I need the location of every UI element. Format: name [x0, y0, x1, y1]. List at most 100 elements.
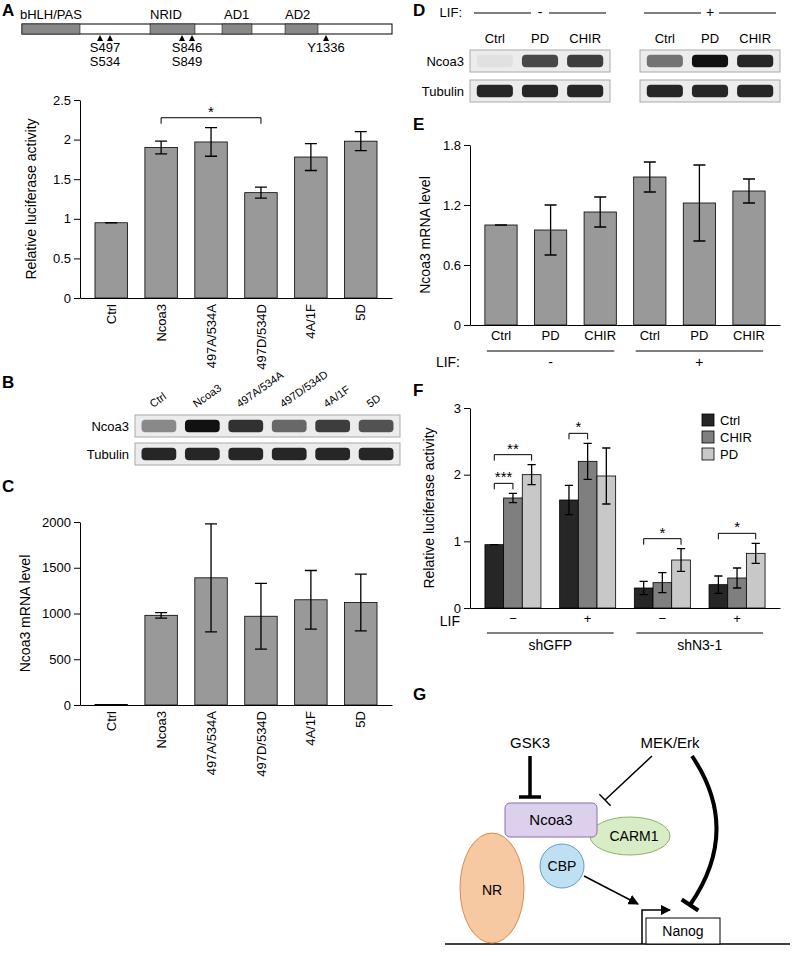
error-bar — [594, 197, 606, 227]
group-line — [636, 633, 763, 634]
band — [477, 55, 513, 67]
bar — [195, 142, 227, 298]
group-line — [636, 351, 763, 352]
group-title: LIF: — [436, 354, 460, 370]
y-tick-mark — [74, 298, 80, 299]
domain-label: bHLH/PAS — [20, 7, 82, 22]
legend-label: CHIR — [720, 430, 752, 445]
legend-label: PD — [720, 447, 738, 462]
x-tick-label: − — [659, 611, 667, 626]
dna-line — [445, 943, 790, 945]
blot-strip — [135, 443, 400, 465]
y-tick-mark — [74, 522, 80, 523]
error-bar — [565, 485, 573, 514]
y-tick: 2.5 — [53, 93, 80, 108]
lane-label: Ctrl — [485, 31, 505, 46]
y-axis-line — [80, 101, 81, 299]
error-bar — [752, 543, 760, 563]
x-tick: − — [659, 608, 667, 626]
lane-label: 497A/534A — [234, 368, 286, 409]
node-shape — [646, 918, 720, 944]
row-label: Ncoa3 — [91, 419, 129, 434]
x-tick-label: 4A/1F — [303, 711, 318, 746]
bar — [145, 148, 177, 298]
x-axis: CtrlPDCHIRCtrlPDCHIR — [471, 325, 781, 343]
panel-label: C — [2, 477, 14, 496]
significance-label: ** — [507, 440, 519, 457]
y-axis-title: Relative luciferase activity — [23, 118, 39, 279]
y-tick-mark — [74, 614, 80, 615]
x-tick-label: Ctrl — [104, 711, 119, 731]
group-title: LIF — [440, 613, 460, 629]
bar — [295, 157, 327, 298]
blot-strip — [470, 80, 610, 102]
y-tick: 0 — [64, 698, 80, 713]
y-tick: 3 — [454, 401, 470, 416]
legend: Ctrl CHIR PD — [702, 413, 752, 462]
band — [185, 448, 220, 460]
node-label: NR — [482, 882, 502, 898]
y-tick-label: 1500 — [42, 560, 71, 575]
x-tick: − — [509, 608, 517, 626]
y-tick-mark — [74, 568, 80, 569]
bar — [245, 193, 277, 298]
x-tick: 497A/534A — [204, 298, 219, 368]
x-tick-label: CHIR — [733, 328, 765, 343]
y-axis-line — [80, 523, 81, 706]
error-bar — [733, 568, 741, 588]
bar — [95, 704, 127, 705]
error-bar — [545, 205, 557, 255]
legend-swatch — [702, 448, 714, 460]
error-bar — [602, 448, 610, 504]
x-axis-line — [471, 325, 781, 326]
bar — [504, 498, 523, 608]
error-bar — [305, 570, 317, 629]
y-tick-mark — [74, 179, 80, 180]
y-tick: 2 — [454, 467, 470, 482]
inhibition-arrow — [599, 756, 652, 806]
y-tick-label: 1.2 — [443, 198, 461, 213]
bar — [578, 461, 597, 608]
y-tick-mark — [74, 219, 80, 220]
site-marker — [107, 35, 113, 41]
y-axis: 0123 — [454, 401, 471, 616]
error-bar — [509, 493, 517, 502]
significance-label: * — [208, 103, 214, 120]
group-label: - — [548, 354, 553, 370]
lane-label: 497D/534D — [277, 368, 330, 410]
band — [647, 55, 683, 67]
y-axis-title: Relative luciferase activity — [421, 427, 437, 588]
band — [228, 420, 263, 432]
node-label: Ncoa3 — [529, 811, 572, 828]
x-tick-label: 497D/534D — [254, 711, 269, 777]
band — [142, 420, 177, 432]
y-tick: 1 — [64, 211, 80, 226]
x-tick: Ctrl — [104, 705, 119, 731]
x-tick-label: Ncoa3 — [154, 304, 169, 342]
y-tick-label: 1000 — [42, 606, 71, 621]
bar — [485, 545, 504, 608]
y-tick-label: 0 — [64, 291, 71, 306]
x-tick: 497D/534D — [254, 298, 269, 370]
band — [692, 55, 728, 67]
x-tick-label: + — [584, 611, 592, 626]
legend-swatch — [702, 414, 714, 426]
node-shape — [505, 803, 597, 837]
band — [185, 420, 220, 432]
x-tick-label: − — [509, 611, 517, 626]
x-tick-label: PD — [690, 328, 708, 343]
y-tick-label: 1.8 — [443, 138, 461, 153]
y-tick-label: 3 — [454, 401, 461, 416]
y-tick: 1000 — [42, 606, 80, 621]
x-tick-label: Ncoa3 — [154, 711, 169, 749]
node-shape — [460, 833, 524, 943]
site-label: S846 — [172, 40, 202, 55]
node-shape — [540, 844, 584, 888]
y-tick-mark — [464, 408, 470, 409]
error-bar — [640, 581, 648, 594]
y-tick: 500 — [49, 652, 80, 667]
error-bar — [255, 187, 267, 198]
lane-label: Ncoa3 — [191, 382, 224, 410]
legend-label: Ctrl — [720, 413, 740, 428]
y-tick-label: 0.6 — [443, 258, 461, 273]
